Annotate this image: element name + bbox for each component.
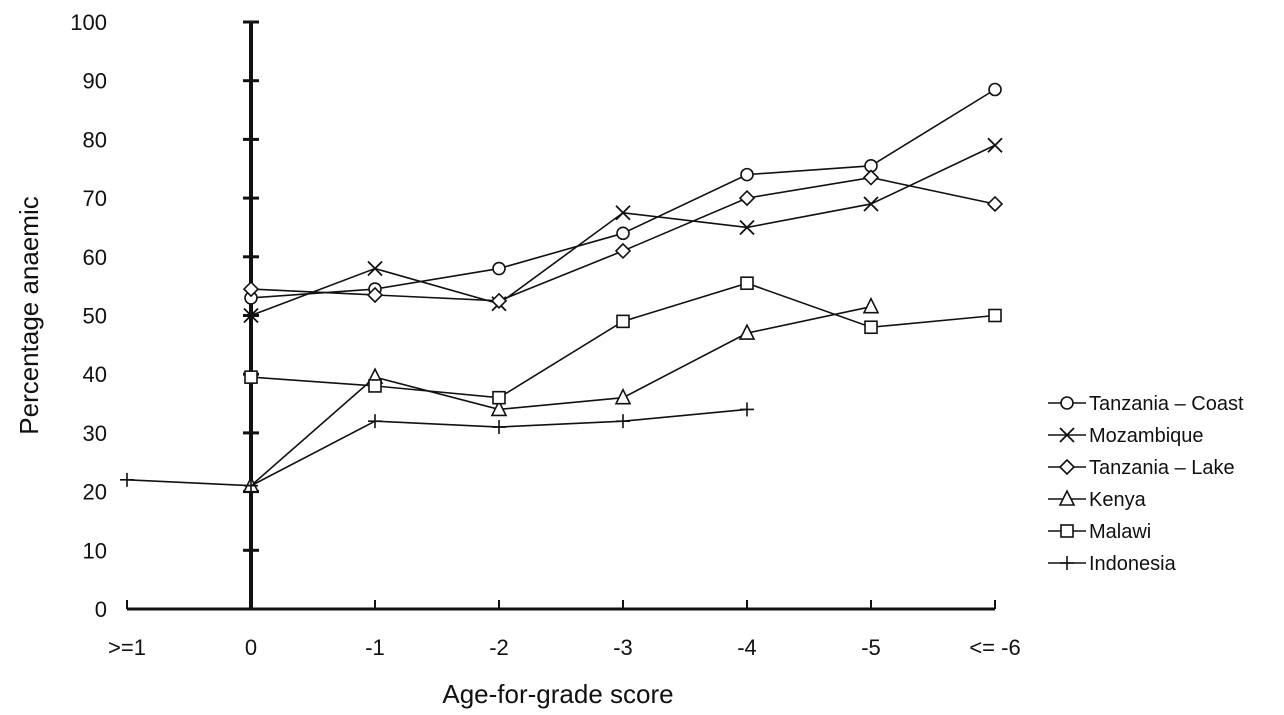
y-tick-label: 100 (70, 10, 107, 35)
x-tick-label: 0 (245, 635, 257, 660)
series-line (250, 305, 872, 487)
data-point (368, 414, 382, 429)
x-tick-label: >=1 (108, 635, 146, 660)
data-point (243, 307, 259, 324)
y-tick-label: 10 (83, 538, 107, 563)
legend-marker (1060, 524, 1074, 538)
data-point (242, 280, 260, 298)
x-tick-label: -4 (737, 635, 757, 660)
series-4 (244, 276, 1002, 405)
legend-marker (1058, 458, 1076, 476)
legend-marker (1058, 489, 1076, 506)
series-line (250, 282, 996, 399)
data-point (490, 399, 508, 417)
legend-item: Mozambique (1048, 425, 1204, 447)
data-point (244, 478, 258, 493)
series-2 (242, 169, 1004, 309)
data-point (862, 169, 880, 186)
data-point (616, 314, 630, 329)
series-0 (244, 82, 1002, 305)
series-3 (242, 296, 880, 493)
legend-label: Malawi (1089, 521, 1151, 543)
x-tick-label: -1 (365, 635, 385, 660)
legend: Tanzania – Coast Mozambique Tanzania – Lak… (1048, 393, 1244, 575)
data-point (740, 402, 754, 417)
data-point (616, 414, 630, 429)
data-point (490, 292, 508, 309)
y-tick-label: 40 (83, 362, 107, 387)
data-point (368, 379, 382, 393)
y-tick-label: 30 (83, 421, 107, 446)
y-tick-label: 0 (95, 597, 107, 622)
data-point (738, 323, 756, 340)
legend-item: Kenya (1048, 489, 1147, 511)
y-tick-label: 50 (83, 304, 107, 329)
legend-marker (1059, 427, 1075, 443)
legend-label: Mozambique (1089, 425, 1204, 447)
data-point (614, 242, 632, 260)
legend-marker (1060, 556, 1074, 570)
series-line (126, 408, 748, 487)
data-point (738, 189, 756, 207)
legend-item: Tanzania – Lake (1048, 457, 1235, 479)
legend-marker (1060, 396, 1074, 410)
y-tick-label: 70 (83, 186, 107, 211)
legend-label: Kenya (1089, 489, 1147, 511)
legend-item: Malawi (1048, 521, 1151, 543)
data-point (988, 308, 1002, 323)
data-point (120, 472, 134, 487)
data-point (740, 167, 754, 182)
data-point (987, 137, 1003, 153)
y-axis-title: Percentage anaemic (14, 196, 44, 434)
axes: >=1 0 -1 -2 -3 -4 -5 <= -6010203040506070809010… (70, 10, 1020, 660)
series-line (250, 88, 996, 299)
data-point (492, 390, 506, 405)
x-axis-title: Age-for-grade score (442, 679, 673, 709)
x-tick-label: -2 (489, 635, 509, 660)
data-point (367, 260, 383, 277)
data-point (739, 219, 755, 236)
x-tick-label: -5 (861, 635, 881, 660)
y-tick-label: 20 (83, 480, 107, 505)
y-tick-label: 80 (83, 127, 107, 152)
data-point (740, 276, 754, 291)
data-point (244, 370, 258, 384)
data-point (366, 286, 384, 304)
data-point (988, 82, 1002, 97)
data-point (614, 387, 632, 405)
legend-label: Indonesia (1089, 553, 1177, 575)
data-point (864, 320, 878, 335)
legend-label: Tanzania – Coast (1089, 393, 1244, 415)
data-point (616, 226, 630, 241)
data-point (986, 195, 1004, 213)
data-point (615, 205, 631, 221)
y-tick-label: 60 (83, 245, 107, 270)
data-point (492, 261, 506, 276)
series-5 (120, 402, 754, 493)
legend-item: Tanzania – Coast (1048, 393, 1244, 415)
x-tick-label: -3 (613, 635, 633, 660)
legend-label: Tanzania – Lake (1089, 457, 1235, 479)
data-point (863, 196, 879, 212)
y-tick-label: 90 (83, 69, 107, 94)
data-point (492, 420, 506, 435)
legend-item: Indonesia (1048, 553, 1177, 575)
series-layer (120, 82, 1004, 493)
x-tick-label: <= -6 (969, 635, 1020, 660)
data-point (862, 296, 880, 314)
